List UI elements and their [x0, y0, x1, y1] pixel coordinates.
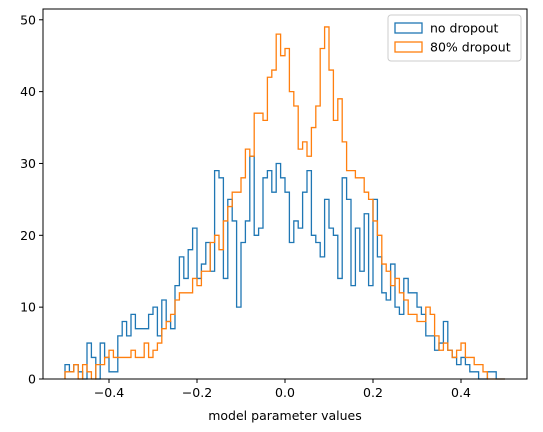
- x-tick-label: 0.2: [363, 385, 383, 400]
- legend-swatch: [394, 41, 423, 53]
- legend: no dropout 80% dropout: [387, 14, 522, 62]
- y-tick-label: 50: [20, 12, 36, 27]
- histogram-bars: [64, 26, 505, 380]
- legend-label: 80% dropout: [430, 40, 511, 55]
- x-tick-label: −0.4: [94, 385, 124, 400]
- x-tick-label: −0.2: [182, 385, 212, 400]
- legend-label: no dropout: [430, 21, 498, 36]
- legend-box: [387, 14, 522, 62]
- x-tick-label: 0.4: [451, 385, 471, 400]
- y-tick-label: 10: [20, 300, 36, 315]
- x-axis-label: model parameter values: [208, 408, 362, 423]
- x-tick-label: 0.0: [275, 385, 295, 400]
- axes-frame: [42, 8, 528, 380]
- y-axis-ticks: 0 10 20 30 40 50: [20, 12, 43, 387]
- series-dropout-step-line: [64, 26, 505, 380]
- y-tick-label: 40: [20, 84, 36, 99]
- x-axis-ticks: −0.4 −0.2 0.0 0.2 0.4: [94, 379, 471, 400]
- plot-border: [42, 8, 528, 380]
- y-tick-label: 20: [20, 228, 36, 243]
- y-tick-label: 30: [20, 156, 36, 171]
- series-no-dropout-step-line: [64, 155, 505, 380]
- legend-swatch: [394, 22, 423, 34]
- y-tick-label: 0: [28, 372, 36, 387]
